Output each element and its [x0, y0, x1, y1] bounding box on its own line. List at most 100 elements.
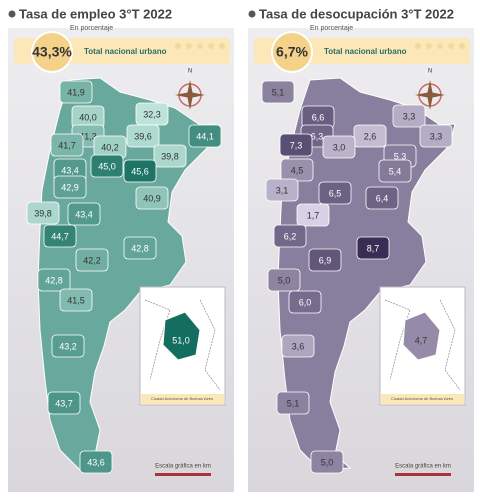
province	[276, 391, 310, 415]
province	[353, 124, 387, 148]
province-value: 42,2	[83, 255, 101, 265]
province	[50, 133, 84, 157]
scale-bar	[395, 473, 451, 476]
province-value: 40,9	[143, 193, 161, 203]
panel-subtitle: En porcentaje	[70, 25, 113, 32]
province	[273, 224, 307, 248]
person-icon	[448, 43, 454, 49]
bullet	[248, 10, 256, 18]
province-value: 32,3	[143, 109, 161, 119]
province-value: 39,8	[34, 208, 52, 218]
province-value: 43,7	[55, 398, 73, 408]
province-value: 6,9	[319, 255, 332, 265]
province-value: 5,0	[321, 457, 334, 467]
person-icon	[208, 43, 214, 49]
province	[281, 334, 315, 358]
province-value: 42,9	[61, 182, 79, 192]
province	[261, 80, 295, 104]
person-icon	[219, 43, 225, 49]
total-label: Total nacional urbano	[84, 47, 167, 56]
province-value: 40,2	[101, 142, 119, 152]
province-value: 43,4	[75, 209, 93, 219]
panel-title: Tasa de desocupación 3°T 2022	[259, 6, 454, 21]
person-icon	[186, 43, 192, 49]
inset-caption: Ciudad Autónoma de Buenos Aires	[151, 396, 213, 401]
province-value: 45,6	[131, 166, 149, 176]
province	[26, 201, 60, 225]
province-value: 6,4	[376, 193, 389, 203]
panel-subtitle: En porcentaje	[310, 25, 353, 32]
province	[37, 268, 71, 292]
province-value: 3,6	[292, 341, 305, 351]
inset-region	[162, 311, 201, 361]
province-value: 1,7	[307, 210, 320, 220]
inset-value: 51,0	[172, 335, 190, 345]
province	[279, 133, 313, 157]
person-icon	[415, 43, 421, 49]
panel-title: Tasa de empleo 3°T 2022	[19, 6, 172, 21]
compass-star	[415, 80, 445, 110]
compass-n: N	[188, 69, 192, 75]
province	[51, 334, 85, 358]
province	[188, 124, 222, 148]
province	[53, 175, 87, 199]
province	[265, 178, 299, 202]
province	[318, 181, 352, 205]
province-value: 7,3	[290, 140, 303, 150]
province	[356, 236, 390, 260]
total-label: Total nacional urbano	[324, 47, 407, 56]
province	[43, 224, 77, 248]
province-value: 2,6	[364, 131, 377, 141]
province	[308, 248, 342, 272]
province-value: 6,0	[299, 297, 312, 307]
province	[153, 144, 187, 168]
province	[123, 236, 157, 260]
inset-box	[139, 286, 226, 406]
province	[419, 124, 453, 148]
scale-label: Escala gráfica en km	[155, 464, 211, 470]
province	[47, 391, 81, 415]
province-value: 45,0	[98, 161, 116, 171]
province	[90, 154, 124, 178]
province-value: 39,8	[161, 151, 179, 161]
province-value: 42,8	[131, 243, 149, 253]
person-icon	[426, 43, 432, 49]
bullet	[8, 10, 16, 18]
province-value: 5,3	[394, 151, 407, 161]
person-icon	[437, 43, 443, 49]
province-value: 5,4	[389, 166, 402, 176]
inset-caption: Ciudad Autónoma de Buenos Aires	[391, 396, 453, 401]
province-value: 6,5	[329, 188, 342, 198]
province-value: 5,1	[287, 398, 300, 408]
province	[59, 80, 93, 104]
province	[310, 450, 344, 474]
province-value: 6,2	[284, 231, 297, 241]
province-value: 3,1	[276, 185, 289, 195]
province-value: 41,9	[67, 87, 85, 97]
province	[392, 104, 426, 128]
province-value: 3,3	[430, 131, 443, 141]
province-value: 41,5	[67, 295, 85, 305]
province	[135, 186, 169, 210]
province	[365, 186, 399, 210]
province	[288, 290, 322, 314]
person-icon	[459, 43, 465, 49]
compass-star	[175, 80, 205, 110]
scale-label: Escala gráfica en km	[395, 464, 451, 470]
province-value: 43,4	[61, 165, 79, 175]
province-value: 4,5	[291, 165, 304, 175]
inset-region	[402, 311, 441, 361]
province	[296, 203, 330, 227]
province	[322, 135, 356, 159]
province-value: 8,7	[367, 243, 380, 253]
province-value: 5,1	[272, 87, 285, 97]
province-value: 43,6	[87, 457, 105, 467]
province	[75, 248, 109, 272]
province-value: 39,6	[134, 131, 152, 141]
scale-bar	[155, 473, 211, 476]
province	[126, 124, 160, 148]
province	[123, 159, 157, 183]
province-value: 44,1	[196, 131, 214, 141]
province	[67, 202, 101, 226]
